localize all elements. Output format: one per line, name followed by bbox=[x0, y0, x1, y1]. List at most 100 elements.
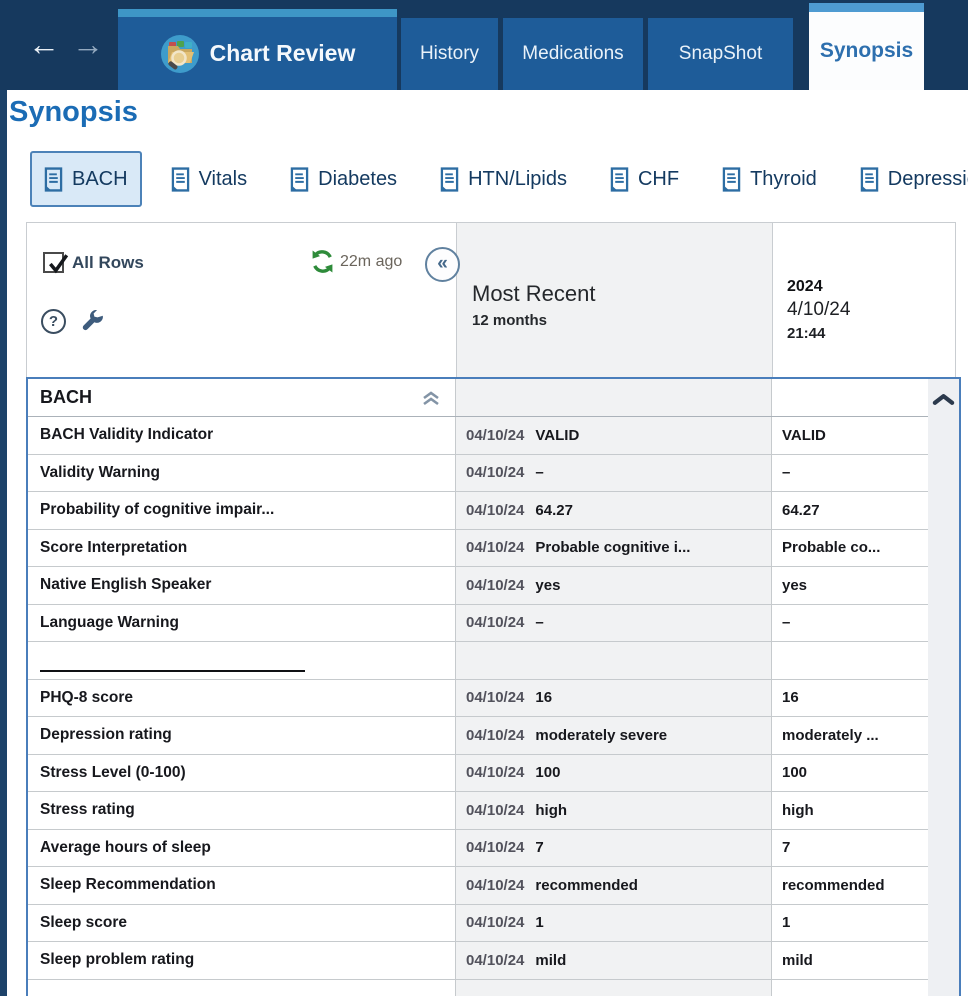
report-button[interactable]: Diabetes bbox=[276, 151, 411, 207]
report-document-icon bbox=[44, 166, 63, 192]
cell-date: 04/10/24 bbox=[466, 764, 525, 782]
report-button[interactable]: CHF bbox=[596, 151, 693, 207]
report-button[interactable]: Depressio bbox=[846, 151, 968, 207]
row-label: PHQ-8 score bbox=[40, 688, 134, 706]
tab-history[interactable]: History bbox=[401, 18, 498, 90]
tab-snapshot[interactable]: SnapShot bbox=[648, 18, 793, 90]
cell-value: – bbox=[535, 464, 544, 482]
cell-value: VALID bbox=[782, 426, 826, 444]
cell-value: – bbox=[782, 614, 791, 632]
row-label: BACH Validity Indicator bbox=[40, 426, 214, 444]
report-button-label: CHF bbox=[637, 167, 680, 190]
checkbox-checked[interactable] bbox=[43, 252, 69, 274]
row-label: Stress Level (0-100) bbox=[40, 763, 186, 781]
flowsheet-header: All Rows ? 22m ago « Most Recent 12 mont… bbox=[26, 222, 956, 378]
most-recent-cell: 04/10/24 recommended bbox=[455, 867, 772, 904]
table-row[interactable]: Stress rating 04/10/24 high high bbox=[28, 792, 932, 830]
cell-value: 7 bbox=[782, 839, 791, 857]
cell-value: mild bbox=[782, 951, 813, 969]
tab-medications[interactable]: Medications bbox=[503, 18, 643, 90]
cell-date: 04/10/24 bbox=[466, 876, 525, 894]
table-row[interactable]: Language Warning 04/10/24 – – bbox=[28, 604, 932, 642]
year-column-time: 21:44 bbox=[787, 325, 826, 342]
year-cell: 7 bbox=[772, 830, 932, 867]
cell-value: high bbox=[535, 801, 568, 819]
last-refreshed-label: 22m ago bbox=[340, 252, 403, 270]
report-button-row: BACH Vitals Diabetes bbox=[30, 150, 968, 208]
report-button-label: Thyroid bbox=[750, 167, 817, 190]
collapse-column-icon[interactable]: « bbox=[425, 247, 460, 282]
most-recent-cell: 04/10/24 moderately severe bbox=[455, 717, 772, 754]
table-row[interactable]: BACH Validity Indicator 04/10/24 VALID V… bbox=[28, 417, 932, 455]
tab-label: Medications bbox=[522, 43, 624, 64]
cell-value: 100 bbox=[535, 764, 561, 782]
report-button[interactable]: Vitals bbox=[157, 151, 262, 207]
report-button[interactable]: HTN/Lipids bbox=[426, 151, 581, 207]
most-recent-cell: 04/10/24 100 bbox=[455, 754, 772, 791]
row-label: Score Interpretation bbox=[40, 538, 188, 556]
most-recent-cell: 04/10/24 16 bbox=[455, 679, 772, 716]
all-rows-checkbox[interactable]: All Rows bbox=[43, 252, 144, 274]
table-row[interactable]: Stress Level (0-100) 04/10/24 100 100 bbox=[28, 754, 932, 792]
row-label: Language Warning bbox=[40, 613, 179, 631]
year-cell: 1 bbox=[772, 905, 932, 942]
tab-bar: ← → Chart Review History Medications Sna… bbox=[0, 0, 968, 90]
refresh-control[interactable]: 22m ago bbox=[309, 248, 402, 275]
scroll-up-icon[interactable] bbox=[932, 391, 955, 407]
year-cell: moderately ... bbox=[772, 717, 932, 754]
table-row[interactable]: Validity Warning 04/10/24 – – bbox=[28, 454, 932, 492]
most-recent-cell: 04/10/24 – bbox=[455, 454, 772, 491]
panel-left-border bbox=[0, 90, 7, 996]
report-document-icon bbox=[722, 166, 741, 192]
row-label: Probability of cognitive impair... bbox=[40, 501, 275, 519]
cell-value: 1 bbox=[782, 914, 791, 932]
collapse-section-icon[interactable] bbox=[421, 389, 441, 407]
table-row[interactable]: Score Interpretation 04/10/24 Probable c… bbox=[28, 529, 932, 567]
table-row[interactable]: Sleep score 04/10/24 1 1 bbox=[28, 904, 932, 942]
cell-value: moderately ... bbox=[782, 726, 879, 744]
page-title: Synopsis bbox=[9, 96, 138, 128]
table-row[interactable]: Sleep Recommendation 04/10/24 recommende… bbox=[28, 867, 932, 905]
cell-value: 16 bbox=[535, 689, 553, 707]
report-document-icon bbox=[440, 166, 459, 192]
most-recent-cell: 04/10/24 1 bbox=[455, 904, 772, 941]
report-button-label: HTN/Lipids bbox=[468, 167, 567, 190]
table-row[interactable]: PHQ-8 score 04/10/24 16 16 bbox=[28, 679, 932, 717]
tab-synopsis-active[interactable]: Synopsis bbox=[809, 3, 924, 90]
year-cell: Probable co... bbox=[772, 530, 932, 567]
row-label: Validity Warning bbox=[40, 463, 160, 481]
wrench-icon[interactable] bbox=[79, 308, 105, 339]
year-cell: yes bbox=[772, 567, 932, 604]
forward-icon[interactable]: → bbox=[72, 26, 104, 62]
table-row[interactable]: Native English Speaker 04/10/24 yes yes bbox=[28, 567, 932, 605]
cell-date: 04/10/24 bbox=[466, 501, 525, 519]
report-button-label: Vitals bbox=[198, 167, 248, 190]
row-label: Sleep Recommendation bbox=[40, 876, 216, 894]
vertical-scrollbar[interactable] bbox=[928, 379, 959, 996]
tab-chart-review[interactable]: Chart Review bbox=[118, 9, 397, 90]
most-recent-cell: 04/10/24 7 bbox=[455, 829, 772, 866]
report-button[interactable]: BACH bbox=[30, 151, 142, 207]
back-icon[interactable]: ← bbox=[28, 26, 60, 62]
cell-value: 1 bbox=[535, 914, 544, 932]
cell-date: 04/10/24 bbox=[466, 539, 525, 557]
row-label: Sleep score bbox=[40, 913, 128, 931]
cell-date: 04/10/24 bbox=[466, 726, 525, 744]
year-cell: 16 bbox=[772, 680, 932, 717]
most-recent-column-subtitle: 12 months bbox=[472, 312, 548, 329]
table-row[interactable]: Sleep problem rating 04/10/24 mild mild bbox=[28, 942, 932, 980]
row-label: Average hours of sleep bbox=[40, 838, 211, 856]
help-icon[interactable]: ? bbox=[41, 309, 66, 334]
most-recent-cell bbox=[455, 642, 772, 679]
table-row[interactable] bbox=[28, 642, 932, 680]
table-row[interactable]: Probability of cognitive impair... 04/10… bbox=[28, 492, 932, 530]
cell-value: VALID bbox=[535, 426, 580, 444]
tab-label: SnapShot bbox=[678, 43, 763, 64]
year-cell: high bbox=[772, 792, 932, 829]
table-row[interactable]: Depression rating 04/10/24 moderately se… bbox=[28, 717, 932, 755]
section-row-bach[interactable]: BACH bbox=[28, 379, 932, 417]
section-year-cell bbox=[772, 379, 932, 416]
table-row[interactable]: Average hours of sleep 04/10/24 7 7 bbox=[28, 829, 932, 867]
report-button[interactable]: Thyroid bbox=[708, 151, 831, 207]
